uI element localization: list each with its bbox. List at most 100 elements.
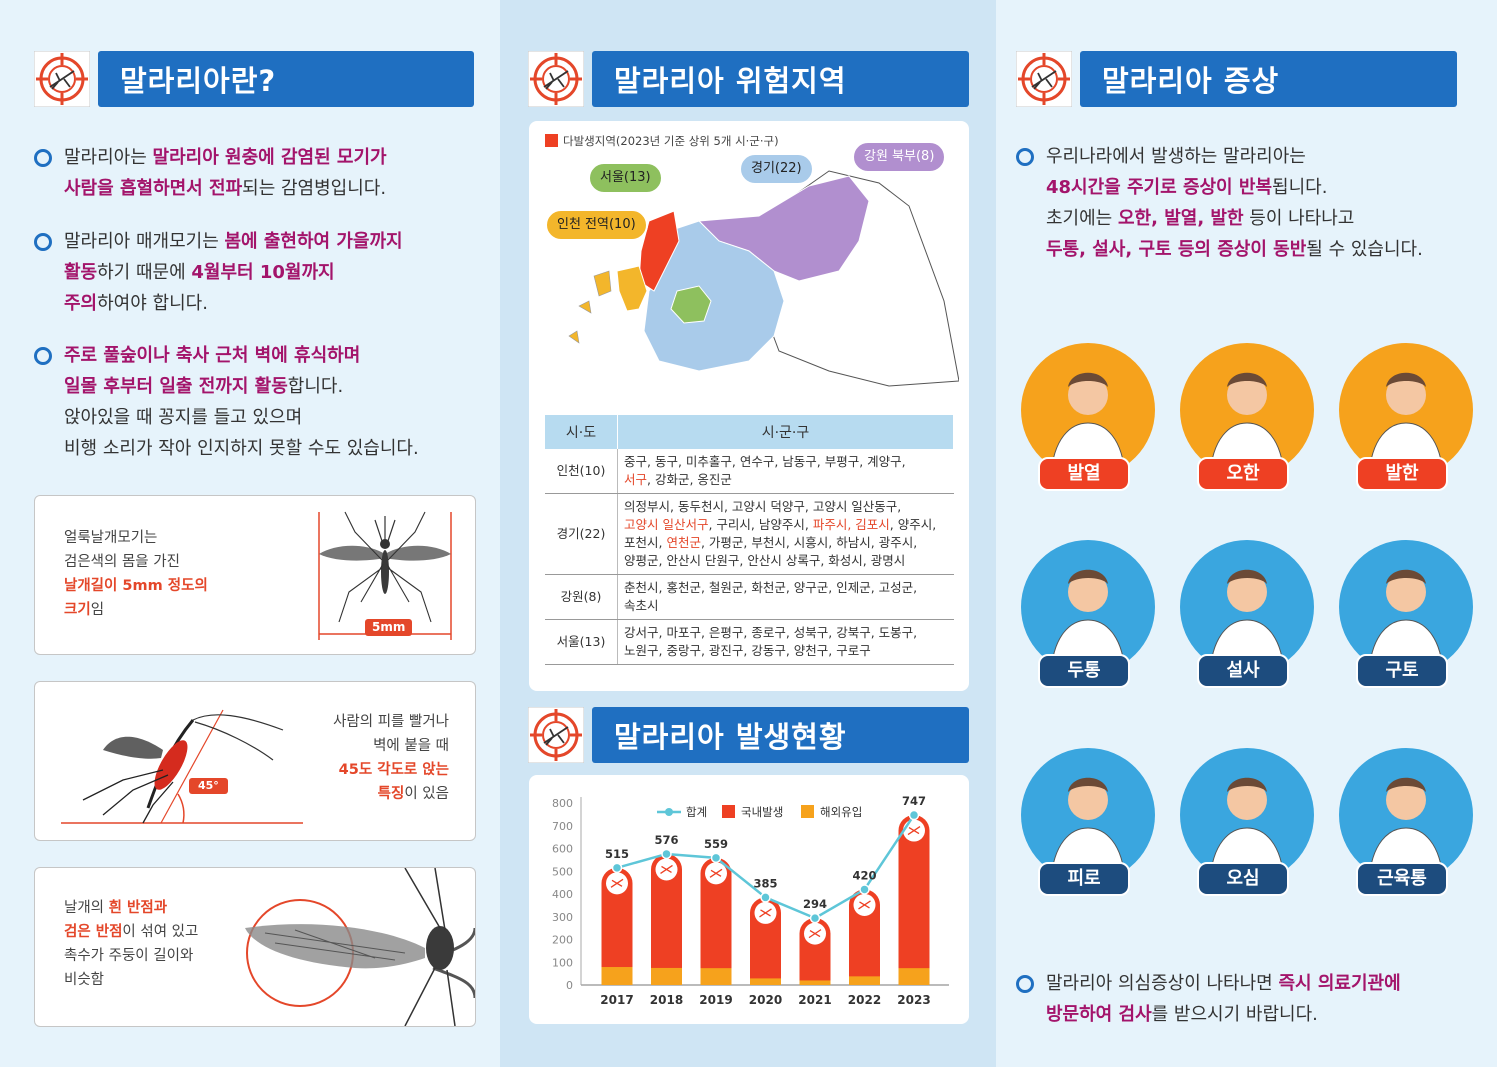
bar-domestic [651,853,682,985]
table-header: 시·군·구 [617,415,954,449]
risk-region-map [568,170,959,387]
data-label-total: 576 [654,833,678,847]
section-title: 말라리아 위험지역 [592,51,969,107]
bar-overseas [700,968,732,985]
card-mosquito-size: 얼룩날개모기는 검은색의 몸을 가진 날개길이 5mm 정도의 크기임 5mm [34,495,476,655]
table-row: 인천(10) 중구, 동구, 미추홀구, 연수구, 남동구, 부평구, 계양구,… [545,449,954,494]
table-row: 경기(22) 의정부시, 동두천시, 고양시 덕양구, 고양시 일산동구, 고양시… [545,493,954,575]
data-label-total: 559 [704,837,728,851]
symptom-label: 구토 [1356,654,1448,688]
data-label-total: 385 [753,876,777,890]
mosquito-target-icon [528,51,584,107]
card-resting-angle: 45° 사람의 피를 빨거나 벽에 붙을 때 45도 각도로 앉는 특징이 있음 [34,681,476,841]
mosquito-wing-closeup-illustration [245,868,475,1026]
paragraph-definition: 말라리아는 말라리아 원충에 감염된 모기가 사람을 흡혈하면서 전파되는 감염병… [34,142,484,204]
section-header: 말라리아 발생현황 [528,707,969,763]
section-header: 말라리아란? [34,51,474,107]
symptom-label: 오한 [1197,457,1289,491]
mosquito-icon [759,908,772,918]
mosquito-target-icon [34,51,90,107]
symptom-label: 설사 [1197,654,1289,688]
angle-label: 45° [189,778,228,794]
bullet-icon [34,233,52,251]
y-tick-label: 200 [552,934,573,947]
bar-overseas [898,968,930,985]
mosquito-icon [709,868,723,878]
symptom-card: 오심 [1180,748,1330,898]
y-tick-label: 800 [552,797,573,810]
y-tick-label: 400 [552,888,573,901]
mosquito-top-view-illustration [318,511,452,640]
column-risk-areas: 말라리아 위험지역 다발생지역(2023년 기준 상위 5개 시·군·구) 서울… [500,0,996,1067]
mosquito-icon [660,864,673,875]
risk-map-panel: 다발생지역(2023년 기준 상위 5개 시·군·구) 서울(13) 경기(22… [529,121,969,691]
tag-seoul: 서울(13) [588,162,663,194]
y-tick-label: 500 [552,865,573,878]
data-point-total [809,912,821,924]
data-label-total: 515 [605,847,629,861]
mosquito-target-icon [528,707,584,763]
data-point-total [859,884,870,895]
bullet-icon [34,347,52,365]
symptom-card: 발열 [1021,343,1171,493]
legend-label-total: 합계 [686,805,707,819]
symptom-card: 근육통 [1339,748,1489,898]
bar-domestic [601,867,633,985]
section-title: 말라리아란? [98,51,474,107]
symptom-card: 발한 [1339,343,1489,493]
x-tick-label: 2022 [848,993,881,1007]
data-label-total: 747 [902,794,926,808]
mosquito-icon [907,826,921,836]
data-point-total [710,852,722,864]
bar-overseas [750,978,781,985]
bar-domestic [700,857,732,985]
bullet-icon [34,149,52,167]
map-legend: 다발생지역(2023년 기준 상위 5개 시·군·구) [563,134,779,148]
bar-overseas [799,980,831,985]
bar-overseas [849,976,880,985]
data-point-total [611,862,623,874]
mosquito-icon [858,900,871,910]
risk-region-table: 시·도 시·군·구 인천(10) 중구, 동구, 미추홀구, 연수구, 남동구,… [545,415,954,665]
symptom-label: 오심 [1197,862,1289,896]
column-what-is-malaria: 말라리아란? 말라리아는 말라리아 원충에 감염된 모기가 사람을 흡혈하면서 전… [0,0,500,1067]
bar-domestic [849,889,880,985]
section-title: 말라리아 증상 [1080,51,1457,107]
data-point-total [661,848,672,860]
x-tick-label: 2020 [749,993,782,1007]
section-header: 말라리아 위험지역 [528,51,969,107]
bar-overseas [601,967,633,985]
symptom-illustration [1339,748,1473,883]
symptom-label: 발열 [1038,457,1130,491]
symptom-label: 근육통 [1356,862,1448,896]
table-header: 시·도 [545,415,618,449]
x-tick-label: 2018 [650,993,683,1007]
symptom-card: 두통 [1021,540,1171,690]
symptom-label: 두통 [1038,654,1130,688]
symptom-card: 오한 [1180,343,1330,493]
y-tick-label: 300 [552,911,573,924]
data-point-total [908,809,920,821]
card-wing-pattern: 날개의 흰 반점과 검은 반점이 섞여 있고 촉수가 주둥이 길이와 비슷함 [34,867,476,1027]
mosquito-icon [610,878,624,888]
paragraph-symptom-cycle: 우리나라에서 발생하는 말라리아는 48시간을 주기로 증상이 반복됩니다. 초기에… [1016,141,1486,265]
symptom-label: 피로 [1038,862,1130,896]
bar-domestic [898,815,930,985]
legend-swatch [545,134,558,147]
paragraph-advice: 말라리아 의심증상이 나타나면 즉시 의료기관에 방문하여 검사를 받으시기 바랍… [1016,968,1486,1030]
y-tick-label: 700 [552,820,573,833]
symptom-label: 발한 [1356,457,1448,491]
section-header: 말라리아 증상 [1016,51,1457,107]
data-label-total: 420 [852,868,876,882]
symptom-illustration [1339,540,1473,675]
mosquito-target-icon [1016,51,1072,107]
tag-gyeonggi: 경기(22) [739,153,814,185]
symptom-card: 구토 [1339,540,1489,690]
symptom-illustration [1339,343,1473,478]
x-tick-label: 2023 [897,993,930,1007]
y-tick-label: 0 [566,979,573,992]
mosquito-45-degree-illustration [61,709,303,824]
bullet-icon [1016,148,1034,166]
tag-incheon: 인천 전역(10) [545,209,648,241]
y-tick-label: 600 [552,843,573,856]
